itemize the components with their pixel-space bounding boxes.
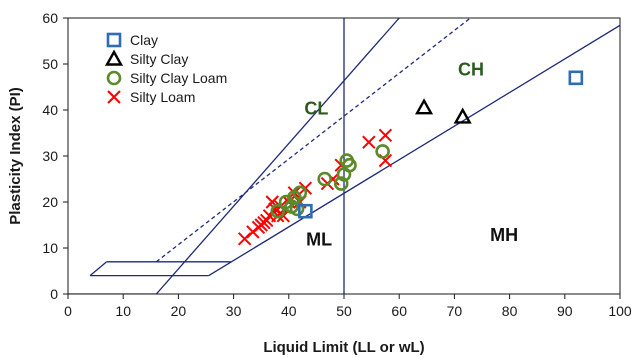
- data-point-triangle: [414, 98, 434, 115]
- x-tick-label: 0: [64, 303, 72, 319]
- legend-label: Clay: [130, 32, 158, 48]
- data-point-cross: [362, 135, 376, 149]
- x-tick-label: 30: [226, 303, 242, 319]
- x-tick-label: 100: [608, 303, 632, 319]
- y-tick-label: 60: [42, 10, 58, 26]
- data-point-circle: [342, 157, 357, 173]
- legend-marker-square: [106, 32, 122, 48]
- x-tick-label: 60: [391, 303, 407, 319]
- region-label-ch: CH: [458, 60, 484, 80]
- x-tick-label: 40: [281, 303, 297, 319]
- dashed-line: [155, 18, 471, 263]
- legend-label: Silty Loam: [130, 89, 195, 105]
- x-tick-label: 20: [171, 303, 187, 319]
- x-tick-label: 10: [115, 303, 131, 319]
- y-tick-label: 30: [42, 148, 58, 164]
- legend-marker-cross: [107, 90, 121, 104]
- x-tick-label: 50: [336, 303, 352, 319]
- data-point-circle: [317, 171, 332, 187]
- y-tick-label: 40: [42, 102, 58, 118]
- x-axis-title: Liquid Limit (LL or wL): [263, 339, 424, 356]
- y-tick-label: 50: [42, 56, 58, 72]
- region-label-cl: CL: [304, 99, 328, 119]
- data-point-square: [568, 70, 584, 86]
- data-points: [237, 70, 584, 246]
- legend-label: Silty Clay: [130, 51, 188, 67]
- legend-marker-circle: [106, 70, 122, 86]
- chart-axes: 0 10 20 30 40 50 60 70 80 90 100 0 10 20 30 40 50 60: [42, 10, 631, 319]
- data-point-circle: [292, 185, 308, 201]
- y-axis-title: Plasticity Index (PI): [7, 87, 24, 225]
- x-tick-label: 90: [557, 303, 573, 319]
- u-line: [68, 18, 400, 294]
- y-tick-label: 0: [50, 286, 58, 302]
- y-tick-label: 20: [42, 194, 58, 210]
- data-point-circle: [270, 203, 286, 219]
- legend: Clay Silty Clay Silty Clay Loam Silty Loam: [104, 32, 227, 105]
- region-label-ml: ML: [306, 230, 332, 250]
- y-tick-label: 10: [42, 240, 58, 256]
- data-point-cross: [378, 128, 393, 143]
- data-point-circle: [289, 201, 305, 217]
- data-point-triangle: [453, 107, 472, 124]
- cl-ml-box-left: [89, 261, 108, 277]
- x-tick-label: 70: [447, 303, 463, 319]
- x-tick-label: 80: [502, 303, 518, 319]
- data-point-circle: [375, 144, 390, 159]
- region-label-mh: MH: [490, 225, 518, 245]
- data-point-square: [298, 203, 313, 219]
- chart-lines: [68, 18, 620, 294]
- a-line: [208, 24, 620, 277]
- region-labels: CL CH ML MH: [304, 60, 518, 250]
- data-point-circle: [333, 176, 349, 191]
- data-point-cross: [271, 209, 285, 223]
- legend-label: Silty Clay Loam: [130, 70, 227, 86]
- legend-marker-triangle: [104, 49, 124, 66]
